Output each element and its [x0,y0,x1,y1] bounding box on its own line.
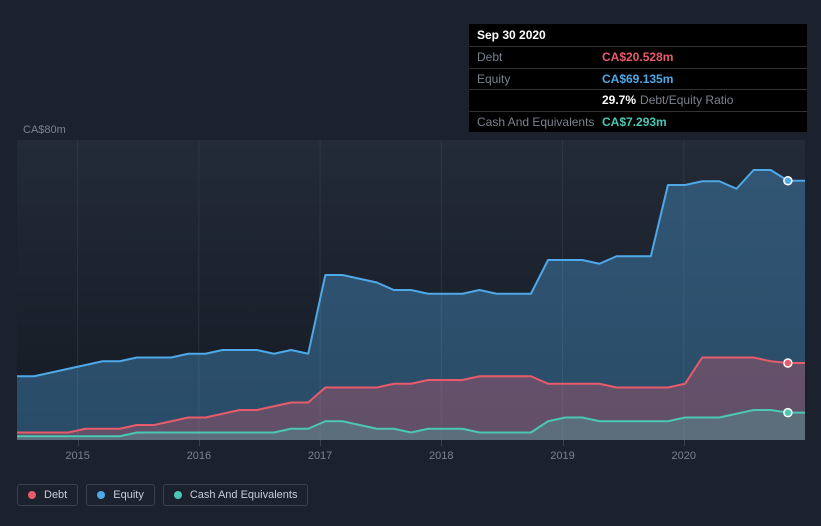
x-axis-label: 2019 [550,450,574,462]
legend-item-equity[interactable]: Equity [86,484,155,506]
tooltip-row-value: CA$20.528m [602,50,673,64]
tooltip-date: Sep 30 2020 [469,24,807,47]
x-axis-tick [78,440,79,446]
legend-dot [174,491,182,499]
legend-item-cash-and-equivalents[interactable]: Cash And Equivalents [163,484,309,506]
tooltip-row-suffix: Debt/Equity Ratio [640,93,733,107]
chart-legend: Debt Equity Cash And Equivalents [17,484,308,506]
tooltip-row: Cash And EquivalentsCA$7.293m [469,112,807,132]
x-axis-label: 2016 [187,450,211,462]
x-axis-label: 2017 [308,450,332,462]
x-axis-tick [199,440,200,446]
y-axis-max-label: CA$80m [23,124,66,136]
tooltip-row: 29.7%Debt/Equity Ratio [469,90,807,111]
chart-container: Sep 30 2020 DebtCA$20.528mEquityCA$69.13… [0,0,821,526]
legend-label: Equity [113,489,144,501]
x-axis-tick [684,440,685,446]
tooltip-row-value: CA$69.135m [602,72,673,86]
chart-tooltip: Sep 30 2020 DebtCA$20.528mEquityCA$69.13… [469,24,807,132]
chart-plot-area[interactable] [17,140,805,440]
x-axis-label: 2018 [429,450,453,462]
tooltip-row-value: CA$7.293m [602,115,667,129]
legend-label: Cash And Equivalents [190,489,298,501]
x-axis-tick [320,440,321,446]
legend-dot [28,491,36,499]
legend-dot [97,491,105,499]
tooltip-row-label: Cash And Equivalents [477,115,602,129]
legend-label: Debt [44,489,67,501]
tooltip-row: EquityCA$69.135m [469,69,807,90]
x-axis-tick [563,440,564,446]
x-axis-label: 2015 [65,450,89,462]
tooltip-row-value: 29.7%Debt/Equity Ratio [602,93,733,107]
x-axis-tick [441,440,442,446]
tooltip-row-label: Debt [477,50,602,64]
tooltip-row-label: Equity [477,72,602,86]
x-axis-label: 2020 [672,450,696,462]
legend-item-debt[interactable]: Debt [17,484,78,506]
chart-svg [17,140,805,440]
tooltip-row: DebtCA$20.528m [469,47,807,68]
tooltip-row-label [477,93,602,107]
